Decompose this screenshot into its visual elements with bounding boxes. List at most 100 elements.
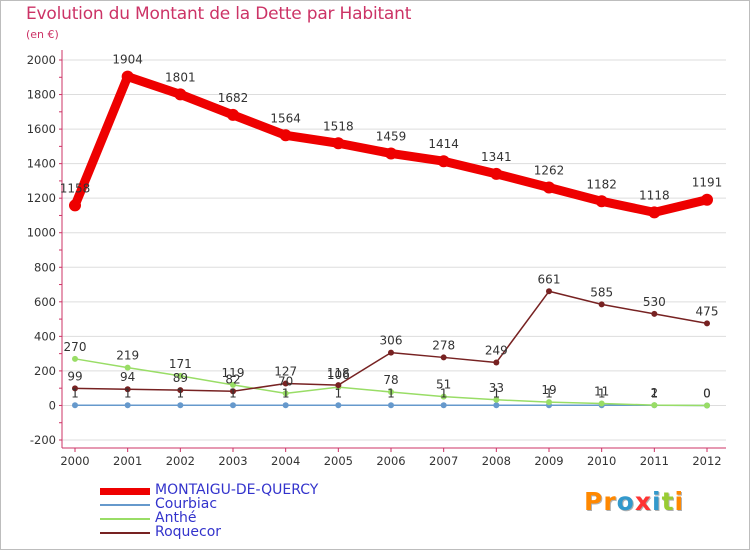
data-label: 278: [432, 338, 455, 352]
data-point: [230, 388, 236, 395]
logo-letter: o: [616, 487, 635, 516]
x-tick-label: 2007: [429, 454, 458, 468]
legend-swatch-montaigu: [100, 488, 150, 495]
data-label: 0: [703, 386, 711, 400]
legend-label-montaigu: MONTAIGU-DE-QUERCY: [155, 482, 319, 498]
data-label: 1: [71, 386, 79, 400]
data-label: 219: [116, 349, 139, 363]
logo-letter: i: [674, 487, 685, 516]
data-label: 661: [538, 272, 561, 286]
data-label: 1682: [218, 91, 249, 105]
data-point: [648, 206, 661, 219]
x-tick-label: 2001: [113, 454, 142, 468]
data-point: [704, 320, 710, 327]
y-tick-label: 1800: [27, 88, 56, 102]
data-point: [174, 88, 187, 101]
y-tick-label: 1200: [27, 191, 56, 205]
series-line: [70, 72, 712, 217]
data-label: 119: [222, 366, 245, 380]
data-label: 82: [225, 372, 240, 386]
data-point: [490, 167, 503, 180]
y-tick-label: 800: [34, 260, 56, 274]
data-point: [546, 399, 552, 406]
y-tick-label: -200: [30, 433, 56, 447]
data-label: 1: [335, 386, 343, 400]
data-label: 33: [489, 381, 504, 395]
data-label: 94: [120, 370, 135, 384]
data-label: 1: [651, 386, 659, 400]
data-label: 1459: [376, 129, 407, 143]
x-tick-label: 2003: [218, 454, 247, 468]
logo-letter: i: [652, 487, 662, 516]
data-label: 1: [545, 386, 553, 400]
data-label: 1341: [481, 150, 512, 164]
data-label: 1191: [692, 176, 723, 190]
data-point: [227, 108, 239, 121]
chart-title: Evolution du Montant de la Dette par Hab…: [26, 4, 412, 24]
data-point: [595, 195, 608, 208]
data-label: 1518: [323, 119, 354, 133]
legend-swatch-courbiac: [100, 504, 150, 506]
data-point: [230, 402, 236, 409]
data-label: 1: [229, 386, 237, 400]
data-point: [437, 155, 450, 168]
data-point: [124, 402, 131, 409]
data-label: 585: [590, 285, 613, 299]
data-point: [121, 70, 134, 83]
data-label: 1: [282, 386, 290, 400]
x-tick-label: 2009: [534, 454, 563, 468]
data-point: [704, 402, 710, 409]
data-point: [440, 354, 447, 361]
data-label: 1: [598, 386, 606, 400]
data-point: [230, 381, 236, 388]
x-tick-label: 2006: [376, 454, 405, 468]
logo-letter: x: [634, 487, 652, 516]
data-label: 19: [541, 383, 556, 397]
data-point: [72, 355, 78, 362]
legend-swatch-roquecor: [100, 532, 150, 534]
data-point: [651, 402, 658, 409]
data-label: 1118: [639, 188, 670, 202]
y-tick-label: 400: [34, 329, 56, 343]
data-point: [335, 382, 342, 389]
logo-letter: t: [661, 487, 675, 516]
x-tick-label: 2004: [271, 454, 300, 468]
x-tick-label: 2005: [324, 454, 353, 468]
data-label: 1: [440, 386, 448, 400]
y-tick-label: 1600: [27, 122, 56, 136]
data-point: [177, 372, 184, 379]
x-tick-label: 2012: [692, 454, 721, 468]
data-label: 1: [387, 386, 395, 400]
data-point: [282, 390, 289, 397]
data-point: [282, 380, 289, 387]
data-point: [388, 349, 394, 356]
legend-label-courbiac: Courbiac: [155, 496, 218, 512]
data-point: [72, 402, 78, 409]
data-point: [701, 193, 713, 206]
data-point: [598, 400, 605, 407]
data-point: [124, 364, 131, 371]
data-label: 70: [278, 374, 293, 388]
y-tick-label: 600: [34, 295, 56, 309]
data-label: 306: [380, 334, 403, 348]
data-point: [385, 147, 397, 160]
data-point: [440, 402, 447, 409]
y-tick-label: 2000: [27, 53, 56, 67]
data-label: 51: [436, 378, 451, 392]
data-label: 1: [124, 386, 132, 400]
data-label: 118: [327, 366, 350, 380]
data-point: [388, 388, 394, 395]
data-point: [546, 288, 552, 295]
data-label: 249: [485, 343, 508, 357]
data-point: [493, 359, 500, 366]
data-point: [124, 386, 131, 393]
data-label: 106: [327, 368, 350, 382]
legend-swatch-anthe: [100, 518, 150, 520]
data-label: 1: [177, 386, 185, 400]
data-point: [493, 396, 500, 403]
data-label: 475: [696, 304, 719, 318]
data-point: [72, 385, 78, 392]
x-tick-label: 2010: [587, 454, 616, 468]
data-point: [335, 402, 342, 409]
